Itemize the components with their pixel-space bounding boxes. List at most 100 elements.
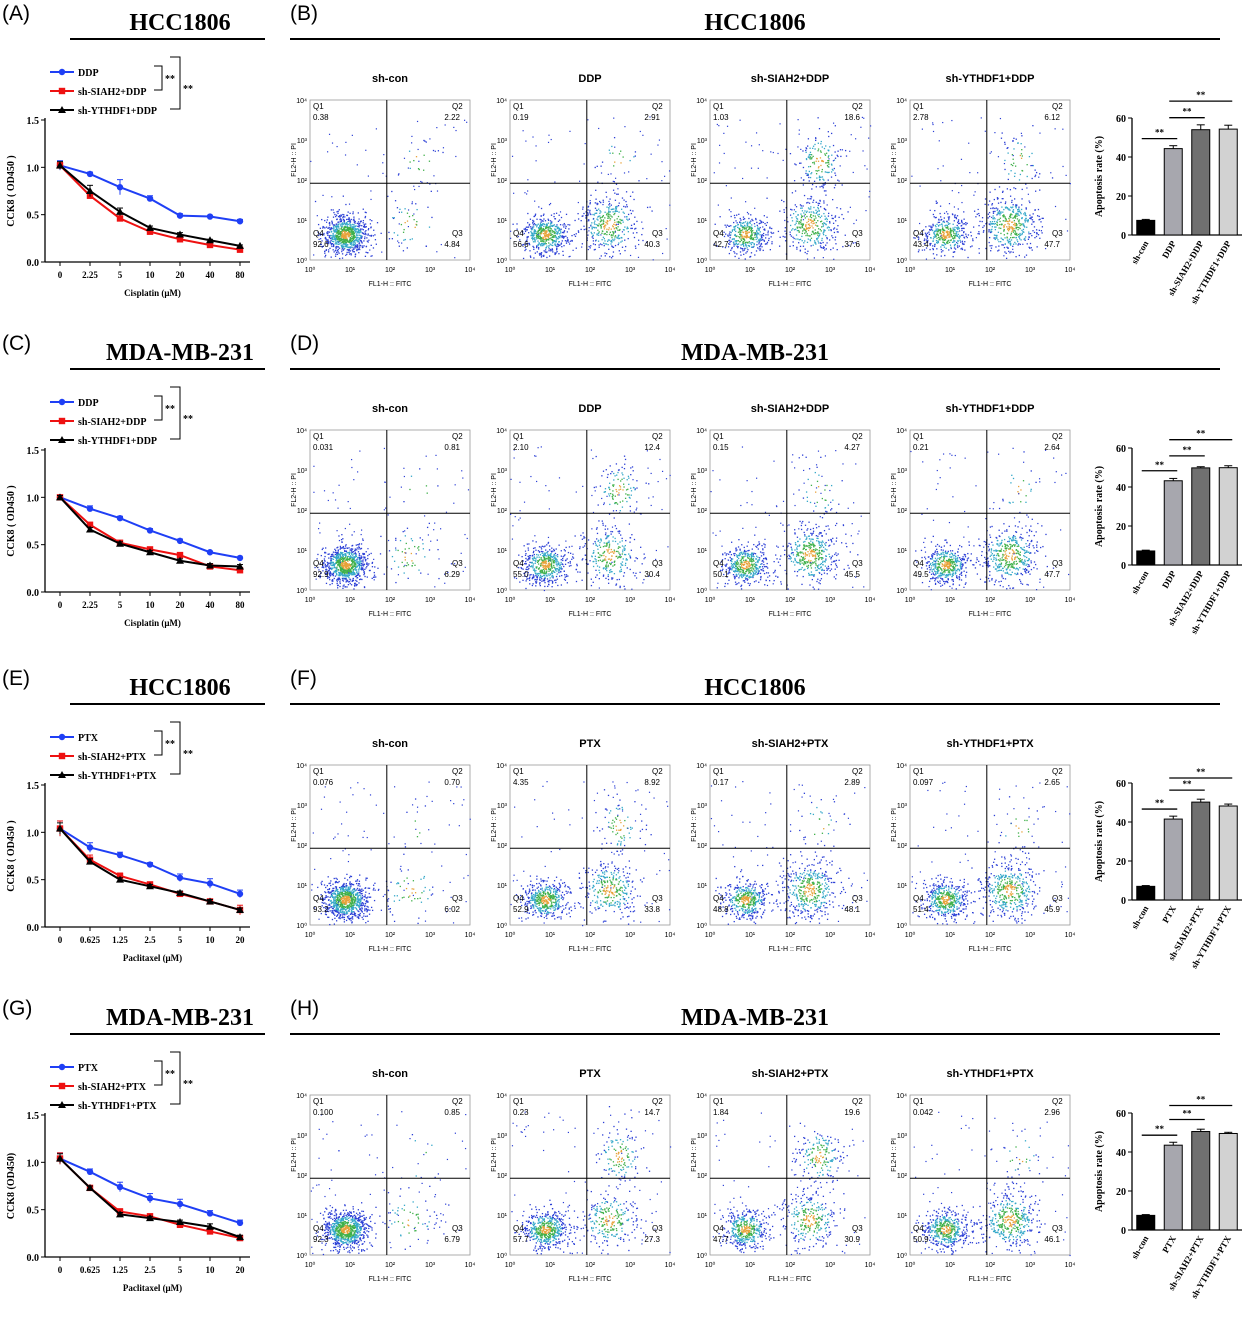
flow-x-tick-label: 10⁰ bbox=[905, 266, 916, 274]
flow-x-tick-label: 10⁰ bbox=[705, 1261, 716, 1269]
flow-y-tick-label: 10⁰ bbox=[896, 922, 907, 930]
cck-x-tick-label: 2.25 bbox=[82, 600, 98, 610]
flow-x-axis-label: FL1-H :: FITC bbox=[569, 946, 612, 953]
flow-cell-title: MDA-MB-231 bbox=[681, 340, 829, 366]
flow-q1-value: 0.19 bbox=[513, 113, 529, 122]
sig-stars: ** bbox=[165, 74, 175, 85]
cck-line-chart: 0.0 0.5 1.0 1.5 0 0.625 1.25 2.5 5 10 20 Paclitaxel… bbox=[6, 1051, 250, 1293]
flow-y-tick-label: 10⁰ bbox=[296, 587, 307, 595]
flow-cytometry-plot: sh-SIAH2+PTXQ11.84Q219.6Q447.7Q330.910⁰1… bbox=[691, 1068, 875, 1283]
cck-data-point bbox=[236, 905, 244, 913]
cck-data-point bbox=[146, 548, 154, 556]
cck-data-point bbox=[176, 230, 184, 238]
flow-q1-name: Q1 bbox=[313, 767, 324, 776]
legend-swatch-marker bbox=[58, 1101, 66, 1108]
flow-plot-title: sh-SIAH2+PTX bbox=[752, 1068, 829, 1080]
flow-q1-name: Q1 bbox=[513, 1097, 524, 1106]
legend-entry-label: DDP bbox=[78, 68, 99, 79]
flow-q3-name: Q3 bbox=[1052, 229, 1063, 238]
flow-plot-title: sh-YTHDF1+DDP bbox=[946, 73, 1035, 85]
cck-data-point bbox=[86, 525, 94, 533]
flow-dot-cloud bbox=[710, 446, 865, 590]
bar-category-label: PTX bbox=[1160, 1234, 1178, 1255]
flow-q3-name: Q3 bbox=[452, 894, 463, 903]
cck-x-tick-label: 10 bbox=[146, 270, 156, 280]
flow-q4-value: 50.1 bbox=[713, 570, 729, 579]
flow-q1-value: 0.23 bbox=[513, 1108, 529, 1117]
cck-cell-title: HCC1806 bbox=[129, 10, 231, 36]
cck-data-point bbox=[116, 851, 124, 859]
flow-y-tick-label: 10¹ bbox=[697, 548, 708, 555]
bar-y-tick-label: 20 bbox=[1116, 857, 1126, 868]
flow-q2-name: Q2 bbox=[652, 102, 663, 111]
cck-data-point bbox=[86, 521, 94, 528]
apoptosis-bar bbox=[1218, 128, 1238, 236]
flow-q3-value: 30.9 bbox=[844, 1235, 860, 1244]
flow-q1-name: Q1 bbox=[713, 1097, 724, 1106]
cck-x-tick-label: 80 bbox=[236, 600, 246, 610]
flow-q3-value: 37.6 bbox=[844, 240, 860, 249]
flow-title-rule bbox=[290, 703, 1220, 705]
flow-plot-title: sh-con bbox=[372, 1068, 408, 1080]
flow-x-tick-label: 10¹ bbox=[345, 932, 356, 939]
flow-y-tick-label: 10⁰ bbox=[696, 587, 707, 595]
flow-y-tick-label: 10³ bbox=[697, 1133, 708, 1140]
cck-x-axis-label: Cisplatin (μM) bbox=[124, 288, 181, 298]
flow-q3-value: 47.7 bbox=[1044, 240, 1060, 249]
flow-x-tick-label: 10³ bbox=[425, 1262, 436, 1269]
flow-q4-value: 92.9 bbox=[313, 570, 329, 579]
cck-series-line bbox=[59, 164, 241, 251]
cck-y-tick-label: 1.0 bbox=[27, 828, 40, 839]
flow-q3-value: 48.1 bbox=[844, 905, 860, 914]
apoptosis-bar bbox=[1163, 148, 1183, 236]
cck-cell-title: MDA-MB-231 bbox=[106, 340, 254, 366]
apoptosis-bar bbox=[1218, 1132, 1238, 1231]
cck-y-axis-label: CCK8 ( OD450 ) bbox=[6, 155, 17, 226]
cck-title-rule bbox=[70, 703, 265, 705]
cck-data-point bbox=[206, 236, 214, 244]
flow-x-tick-label: 10⁴ bbox=[665, 597, 676, 604]
flow-y-tick-label: 10² bbox=[297, 843, 308, 850]
apoptosis-bar bbox=[1136, 550, 1156, 566]
cck-data-point bbox=[146, 861, 154, 868]
cck-x-tick-label: 40 bbox=[206, 270, 216, 280]
bar-y-tick-label: 60 bbox=[1116, 114, 1126, 125]
bar-y-tick-label: 40 bbox=[1116, 1148, 1126, 1159]
flow-q3-value: 6.29 bbox=[444, 570, 460, 579]
flow-x-tick-label: 10² bbox=[385, 267, 396, 274]
cck-y-axis-label: CCK8 (OD450) bbox=[6, 1153, 17, 1219]
flow-y-tick-label: 10⁰ bbox=[896, 257, 907, 265]
panel-label-flow: (H) bbox=[290, 997, 320, 1020]
flow-plot-frame bbox=[709, 1094, 871, 1256]
flow-x-tick-label: 10⁰ bbox=[305, 1261, 316, 1269]
apoptosis-bar bbox=[1163, 1144, 1183, 1231]
flow-y-tick-label: 10² bbox=[697, 843, 708, 850]
flow-cytometry-plot: sh-SIAH2+PTXQ10.17Q22.89Q448.8Q348.110⁰1… bbox=[691, 738, 875, 953]
flow-q4-name: Q4 bbox=[313, 1224, 324, 1233]
flow-q2-name: Q2 bbox=[452, 432, 463, 441]
flow-q2-value: 0.81 bbox=[444, 443, 460, 452]
flow-x-axis-label: FL1-H :: FITC bbox=[569, 1276, 612, 1283]
flow-y-tick-label: 10¹ bbox=[297, 1213, 308, 1220]
sig-stars: ** bbox=[183, 414, 193, 425]
flow-x-tick-label: 10³ bbox=[1025, 267, 1036, 274]
flow-y-tick-label: 10⁴ bbox=[896, 1093, 907, 1100]
flow-y-axis-label: FL2-H :: PI bbox=[491, 473, 498, 507]
flow-q2-value: 8.92 bbox=[644, 778, 660, 787]
legend-swatch-marker bbox=[58, 68, 66, 76]
flow-x-tick-label: 10¹ bbox=[545, 267, 556, 274]
flow-x-tick-label: 10⁴ bbox=[865, 267, 876, 274]
cck-y-tick-label: 1.0 bbox=[27, 163, 40, 174]
flow-x-tick-label: 10¹ bbox=[745, 932, 756, 939]
flow-q2-value: 14.7 bbox=[644, 1108, 660, 1117]
flow-q1-name: Q1 bbox=[713, 102, 724, 111]
apoptosis-bar bbox=[1191, 801, 1211, 901]
flow-x-tick-label: 10⁰ bbox=[705, 931, 716, 939]
flow-q2-value: 4.27 bbox=[844, 443, 860, 452]
flow-y-tick-label: 10¹ bbox=[497, 218, 508, 225]
flow-x-tick-label: 10¹ bbox=[945, 597, 956, 604]
bar-y-tick-label: 0 bbox=[1121, 1226, 1126, 1237]
flow-y-tick-label: 10³ bbox=[297, 803, 308, 810]
